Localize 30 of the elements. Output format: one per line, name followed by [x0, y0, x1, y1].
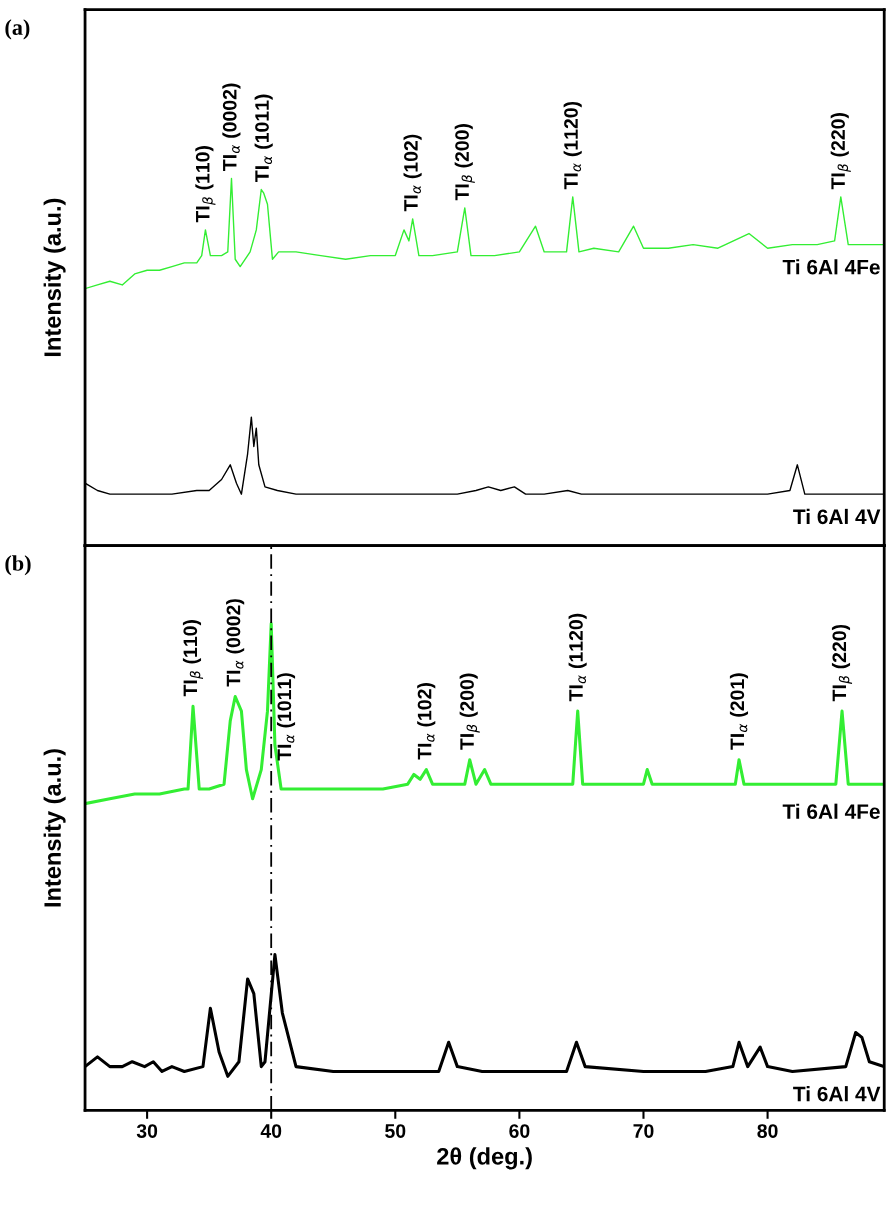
text: (a) [5, 19, 30, 40]
annotation: TI$_{β}$ (200) [459, 673, 480, 750]
annotation: TI$_{α}$ (102) [403, 134, 422, 212]
annotation: TI$_{α}$ (0002) [226, 599, 245, 687]
x-axis-title: 2θ (deg.) [437, 1147, 532, 1170]
x-tick-label: 80 [757, 1124, 778, 1138]
y-axis-title: Intensity (a.u.) [43, 198, 66, 357]
annotation: TI$_{α}$ (1120) [563, 101, 582, 190]
series-label: Ti 6Al 4Fe [782, 803, 880, 819]
annotation: TI$_{β}$ (220) [831, 624, 853, 702]
y-axis-title: Intensity (a.u.) [43, 749, 66, 907]
x-tick-label: 30 [136, 1124, 158, 1138]
x-tick-label: 40 [260, 1124, 282, 1138]
series-label: Ti 6Al 4V [793, 508, 881, 525]
annotation: TI$_{β}$ (110) [182, 620, 204, 697]
annotation: TI$_{α}$ (201) [729, 673, 749, 750]
annotation: TI$_{β}$ (200) [454, 124, 475, 201]
annotation: TI$_{β}$ (110) [195, 146, 216, 223]
annotation: TI$_{α}$ (1011) [276, 673, 296, 761]
text: (b) [5, 555, 31, 576]
annotation: TI$_{α}$ (1011) [254, 94, 273, 182]
x-tick-label: 60 [509, 1124, 530, 1138]
series-label: Ti 6Al 4Fe [782, 259, 880, 275]
series-label: Ti 6Al 4V [793, 1086, 881, 1102]
annotation: TI$_{α}$ (102) [417, 683, 436, 760]
x-tick-label: 70 [633, 1124, 654, 1138]
annotation: TI$_{α}$ (0002) [222, 83, 241, 171]
annotation: TI$_{α}$ (1120) [568, 613, 587, 702]
x-tick-label: 50 [385, 1124, 406, 1138]
annotation: TI$_{β}$ (220) [830, 113, 851, 190]
